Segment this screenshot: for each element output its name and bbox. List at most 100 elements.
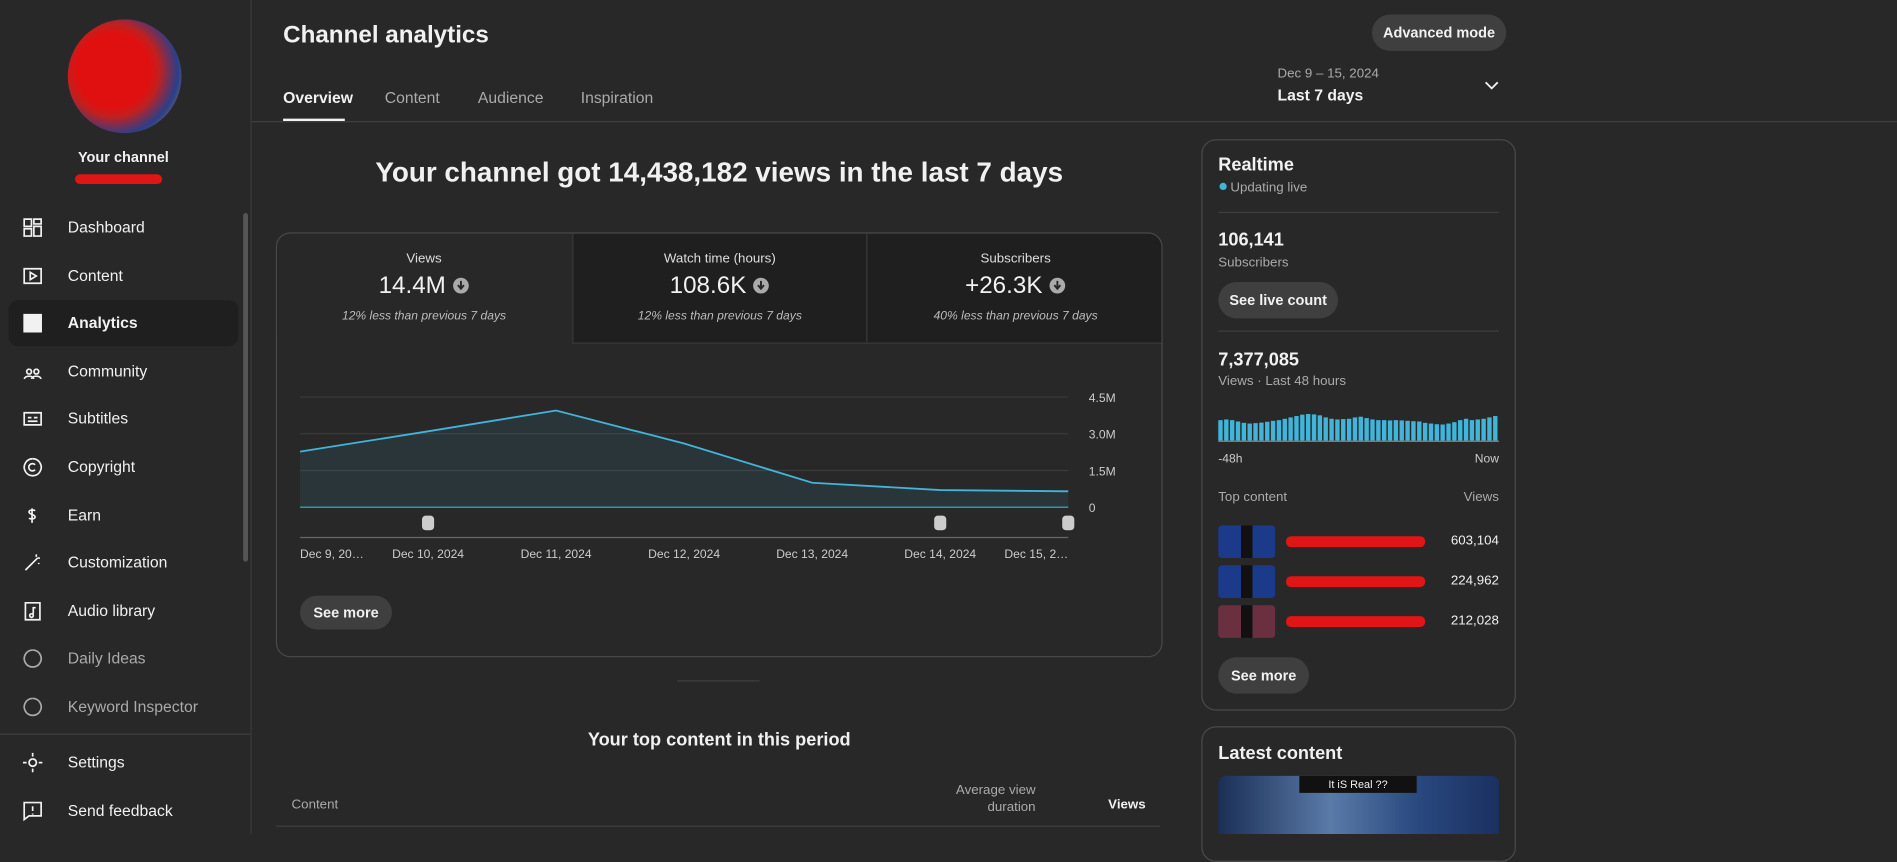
- nav-item[interactable]: Audio library: [8, 588, 238, 634]
- bar: [1270, 420, 1276, 441]
- item-views: 603,104: [1450, 533, 1499, 549]
- bar: [1399, 420, 1404, 441]
- date-range: Dec 9 – 15, 2024: [1277, 66, 1379, 82]
- bar: [1393, 420, 1399, 441]
- bar: [1235, 421, 1241, 441]
- live-status: Updating live: [1230, 180, 1308, 195]
- bar: [1493, 416, 1498, 441]
- bar: [1247, 423, 1252, 441]
- nav-label: Content: [67, 265, 123, 284]
- bar: [1463, 418, 1469, 441]
- down-icon: [453, 277, 469, 294]
- item-views: 224,962: [1450, 573, 1499, 589]
- see-more-button[interactable]: See more: [300, 595, 392, 630]
- period[interactable]: Last 7 days: [1277, 85, 1364, 105]
- x-tick-label: Dec 11, 2024: [521, 547, 592, 561]
- bar: [1335, 419, 1340, 441]
- x-tick-label: Dec 9, 20…: [300, 547, 364, 561]
- nav-icon: [22, 752, 43, 773]
- nav-item[interactable]: Community: [8, 348, 238, 394]
- live-count-button[interactable]: See live count: [1218, 282, 1339, 319]
- nav-item[interactable]: Daily Ideas: [8, 636, 238, 682]
- tab[interactable]: Inspiration: [580, 88, 654, 107]
- x-tick-label: Dec 10, 2024: [392, 547, 464, 561]
- nav-icon: [23, 457, 42, 477]
- item-thumbnail[interactable]: [1218, 525, 1276, 559]
- nav-icon: [23, 801, 42, 821]
- tab[interactable]: Audience: [477, 88, 544, 107]
- footer-item[interactable]: Send feedback: [8, 787, 238, 833]
- bar: [1288, 417, 1293, 441]
- bar: [1311, 414, 1317, 441]
- metric-label: Subscribers: [980, 251, 1051, 267]
- metric-value: 14.4M: [277, 272, 571, 300]
- nav-icon: [23, 649, 42, 669]
- nav-label: Community: [67, 361, 148, 380]
- nav-label: Copyright: [67, 457, 136, 476]
- bar: [1387, 420, 1393, 441]
- nav-icon: [28, 507, 36, 523]
- bar: [1446, 423, 1451, 441]
- avatar[interactable]: [67, 19, 182, 134]
- headline: Your channel got 14,438,182 views in the…: [375, 156, 1064, 188]
- redaction: [1286, 536, 1426, 548]
- nav-item[interactable]: Customization: [8, 540, 238, 586]
- nav-item[interactable]: Analytics: [8, 300, 239, 347]
- nav-item[interactable]: Dashboard: [8, 205, 238, 251]
- item-views: 212,028: [1450, 613, 1499, 629]
- tab[interactable]: Content: [384, 88, 440, 107]
- bar: [1259, 422, 1264, 441]
- column-header: Average view duration: [955, 783, 1036, 815]
- item-thumbnail[interactable]: [1218, 605, 1276, 638]
- bar: [1241, 422, 1247, 441]
- footer-item[interactable]: Settings: [8, 740, 238, 786]
- views-chart: 0 1.5M 3.0M 4.5M Dec 9, 20… Dec 10, 2024 Dec 1…: [299, 391, 1116, 561]
- metric-note: 12% less than previous 7 days: [341, 309, 507, 324]
- realtime-card: [1201, 139, 1516, 711]
- divider: [251, 121, 1897, 123]
- bar: [1469, 420, 1475, 441]
- line: [299, 409, 1069, 493]
- nav-item[interactable]: Subtitles: [8, 396, 238, 442]
- see-more-button[interactable]: See more: [1218, 657, 1310, 694]
- bar: [1294, 416, 1299, 441]
- overview-card: Views 14.4M 12% less than previous 7 days…: [275, 232, 1163, 658]
- nav-item[interactable]: Content: [8, 253, 238, 299]
- bar: [1305, 413, 1311, 441]
- item-thumbnail[interactable]: [1218, 565, 1276, 598]
- shorts-icon: [934, 515, 947, 531]
- nav-item[interactable]: Earn: [8, 492, 238, 538]
- bar: [1317, 415, 1323, 441]
- metric-tab[interactable]: Subscribers +26.3K 40% less than previous…: [866, 233, 1162, 344]
- y-tick-label: 4.5M: [1089, 391, 1116, 405]
- nav-label: Audio library: [67, 601, 156, 620]
- nav-label: Analytics: [67, 313, 138, 332]
- nav-label: Dashboard: [67, 217, 145, 237]
- tab-underline: [283, 118, 345, 122]
- metric-tab[interactable]: Watch time (hours) 108.6K 12% less than p…: [571, 233, 867, 344]
- thumbnail-text: It iS Real ??: [1299, 775, 1417, 793]
- down-icon: [1049, 277, 1066, 294]
- nav-icon: [23, 697, 42, 717]
- nav-item[interactable]: Copyright: [8, 444, 238, 490]
- bar: [1323, 417, 1328, 441]
- sidebar: Your channel Dashboard Content Analytics Co…: [0, 0, 252, 835]
- nav-label: Daily Ideas: [67, 649, 146, 668]
- x-tick-label: Dec 12, 2024: [648, 547, 720, 561]
- nav-icon: [23, 314, 42, 333]
- advanced-mode-button[interactable]: Advanced mode: [1371, 14, 1507, 51]
- dropdown-icon[interactable]: [1483, 80, 1500, 92]
- bar: [1381, 420, 1387, 441]
- tab[interactable]: Overview: [283, 88, 354, 107]
- bar: [1487, 417, 1492, 441]
- redaction: [1286, 616, 1426, 628]
- y-tick-label: 3.0M: [1089, 428, 1116, 442]
- latest-title: Latest content: [1218, 743, 1343, 764]
- nav-label: Keyword Inspector: [67, 697, 199, 716]
- metric-tab[interactable]: Views 14.4M 12% less than previous 7 days: [277, 233, 572, 343]
- bar: [1376, 420, 1381, 441]
- nav-item[interactable]: Keyword Inspector: [8, 684, 238, 730]
- divider: [0, 733, 251, 735]
- nav-icon: [23, 368, 42, 380]
